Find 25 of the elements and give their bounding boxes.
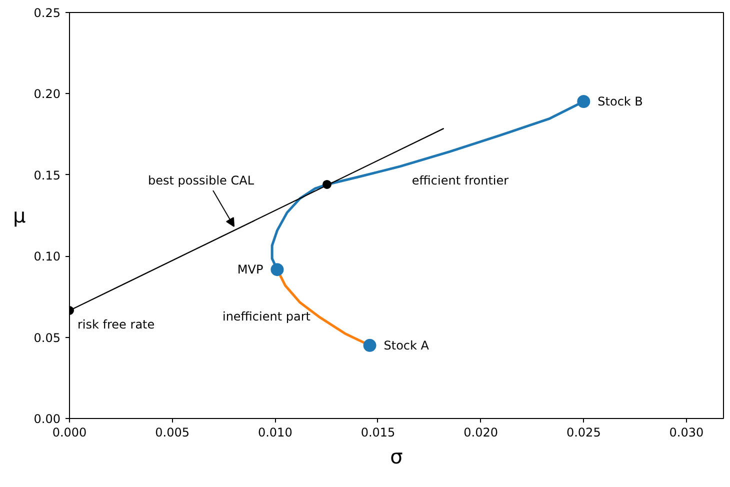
annotation: risk free rate [78, 318, 155, 332]
y-tick-label: 0.25 [34, 6, 60, 20]
x-tick-label: 0.010 [258, 426, 292, 440]
point [363, 338, 376, 352]
annotation: Stock A [384, 338, 430, 352]
x-tick-label: 0.025 [566, 426, 601, 440]
y-tick-label: 0.10 [34, 250, 60, 264]
x-tick-label: 0.005 [155, 426, 190, 440]
annotation: inefficient part [222, 310, 311, 324]
point [577, 95, 590, 108]
y-tick-label: 0.05 [34, 330, 60, 345]
annotation: efficient frontier [412, 174, 509, 188]
point [270, 263, 284, 276]
y-axis-title: μ [13, 204, 26, 228]
x-tick-label: 0.020 [464, 426, 498, 440]
x-tick-label: 0.015 [360, 426, 396, 440]
annotation: Stock B [598, 94, 643, 108]
annotation: MVP [237, 262, 264, 277]
y-tick-label: 0.15 [34, 168, 60, 182]
x-tick-label: 0.030 [669, 426, 704, 440]
annotation: best possible CAL [148, 173, 254, 188]
y-tick-label: 0.20 [34, 87, 60, 102]
x-tick-label: 0.000 [52, 426, 87, 440]
x-axis-title: σ [390, 444, 404, 468]
y-tick-label: 0.00 [34, 412, 60, 426]
